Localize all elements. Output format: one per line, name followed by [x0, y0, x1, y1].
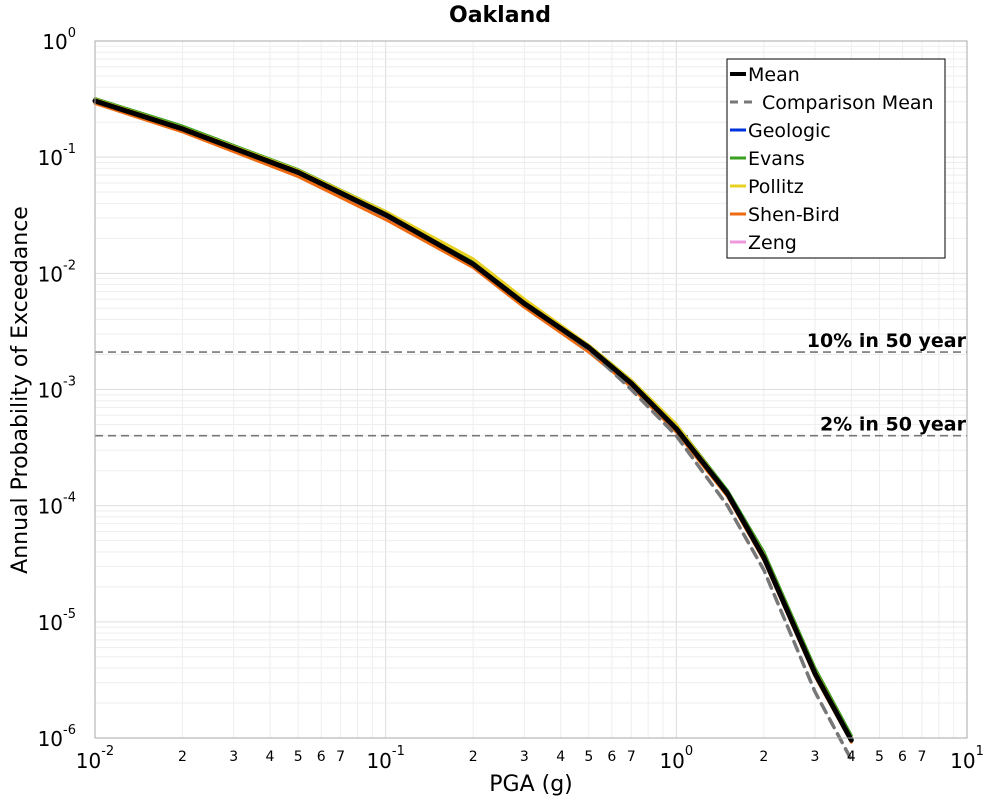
x-minor-tick-label: 2	[469, 749, 478, 765]
series-lines	[92, 97, 854, 762]
legend: Mean Comparison Mean Geologic Evans Pollitz S…	[726, 58, 946, 259]
x-minor-tick-label: 7	[918, 749, 927, 765]
x-minor-tick-label: 6	[607, 749, 616, 765]
x-minor-tick-label: 7	[627, 749, 636, 765]
chart-title: Oakland	[449, 3, 551, 28]
x-minor-tick-label: 3	[229, 749, 238, 765]
y-tick-label: 10-3	[38, 375, 76, 403]
y-tick-label: 10-4	[38, 491, 76, 519]
x-tick-label: 100	[659, 744, 693, 773]
x-minor-tick-label: 3	[520, 749, 529, 765]
legend-label: Geologic	[748, 120, 831, 142]
x-minor-tick-label: 6	[898, 749, 907, 765]
x-axis-label: PGA (g)	[489, 772, 573, 797]
y-tick-label: 10-1	[38, 142, 76, 170]
x-minor-tick-label: 5	[294, 749, 303, 765]
y-tick-label: 10-2	[38, 258, 76, 286]
x-tick-label: 10-2	[76, 744, 114, 773]
legend-label: Comparison Mean	[762, 92, 934, 114]
legend-label: Pollitz	[748, 176, 804, 198]
x-minor-tick-label: 4	[556, 749, 565, 765]
legend-label: Shen-Bird	[748, 204, 840, 226]
legend-box	[726, 58, 946, 259]
x-minor-tick-label: 5	[875, 749, 884, 765]
y-axis-label: Annual Probability of Exceedance	[8, 206, 33, 574]
legend-label: Evans	[748, 148, 805, 170]
x-tick-label: 10-1	[366, 744, 404, 773]
x-minor-tick-label: 2	[759, 749, 768, 765]
x-minor-tick-label: 2	[178, 749, 187, 765]
legend-label: Mean	[748, 64, 800, 86]
reference-line-label: 10% in 50 year	[807, 330, 967, 352]
x-minor-tick-label: 4	[847, 749, 856, 765]
legend-label: Zeng	[748, 232, 797, 254]
x-minor-tick-label: 5	[584, 749, 593, 765]
y-tick-labels: 100 10-1 10-2 10-3 10-4 10-5 10-6	[38, 26, 76, 751]
reference-line-label: 2% in 50 year	[820, 414, 967, 436]
y-tick-label: 10-6	[38, 723, 76, 751]
x-tick-label: 101	[950, 744, 984, 773]
plot-frame	[94, 40, 968, 739]
x-minor-tick-label: 6	[317, 749, 326, 765]
y-tick-label: 100	[42, 26, 76, 54]
reference-lines: 10% in 50 year 2% in 50 year	[95, 330, 967, 437]
grid	[94, 41, 967, 739]
y-tick-label: 10-5	[38, 607, 76, 635]
x-minor-tick-label: 4	[266, 749, 275, 765]
x-minor-tick-label: 3	[811, 749, 820, 765]
x-minor-tick-label: 7	[336, 749, 345, 765]
series-line-mean	[92, 98, 854, 743]
